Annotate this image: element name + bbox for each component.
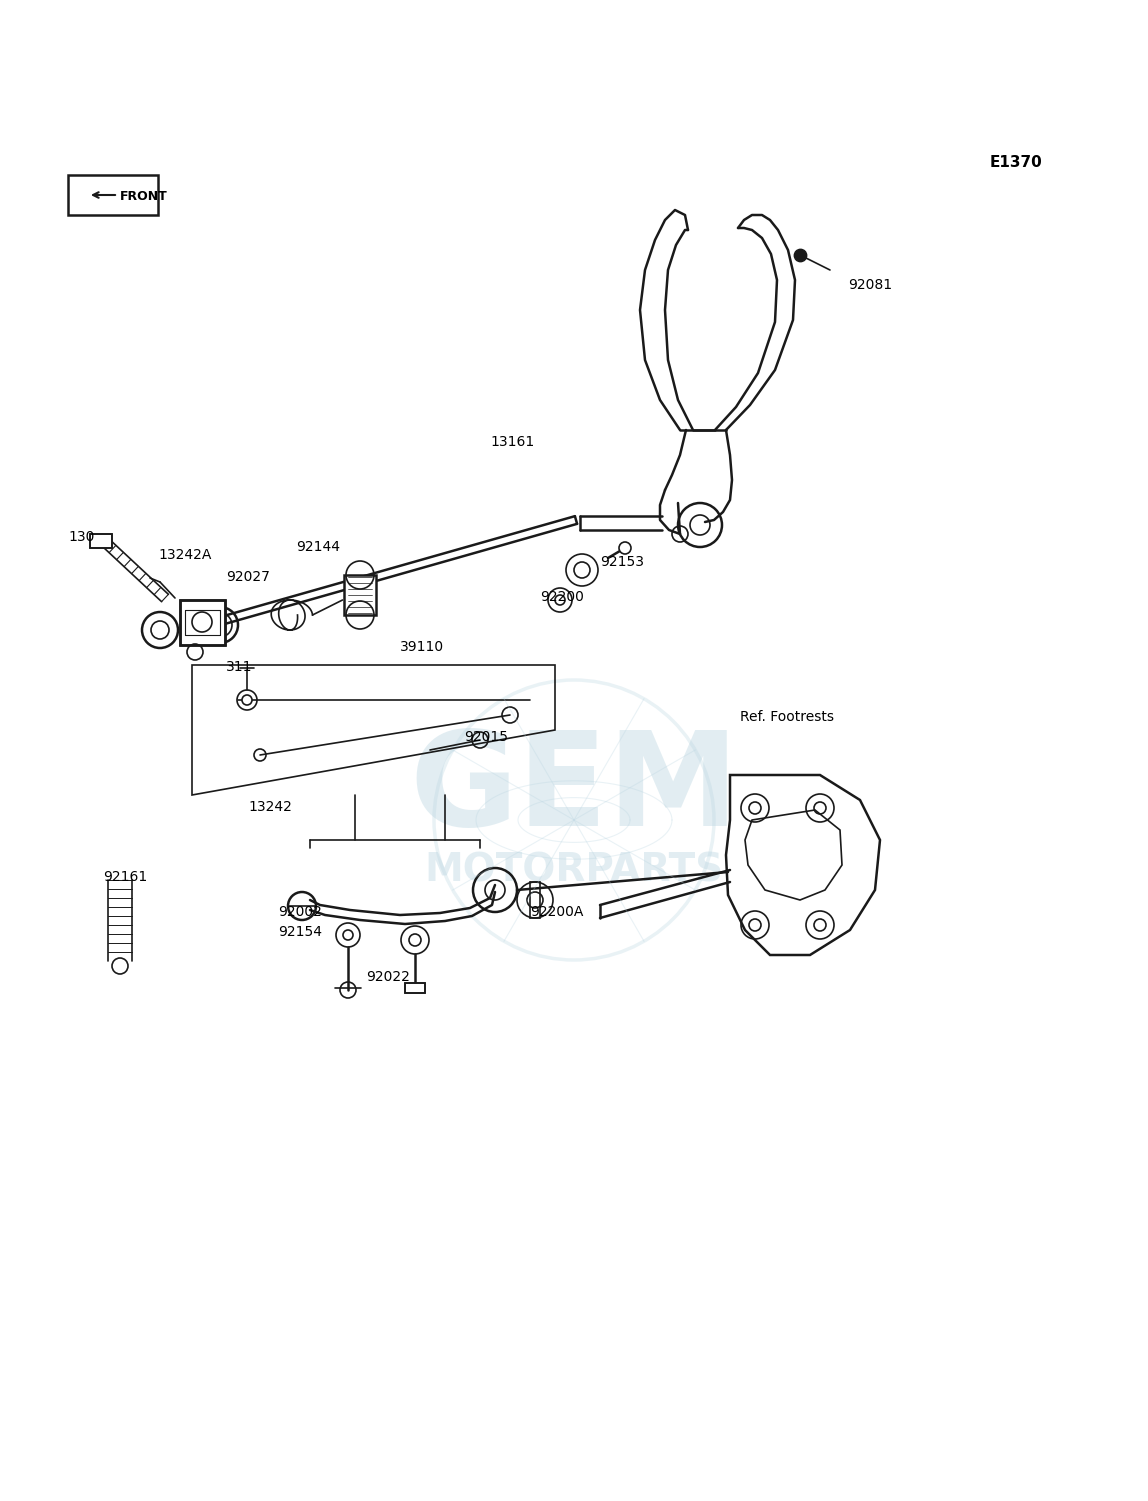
Text: 13242: 13242: [248, 800, 292, 814]
Text: 92161: 92161: [103, 871, 147, 884]
Text: 92200: 92200: [540, 590, 584, 603]
Text: 92081: 92081: [848, 278, 892, 293]
Text: 311: 311: [226, 660, 253, 674]
Text: GEM: GEM: [409, 726, 739, 854]
Bar: [405, 983, 425, 994]
Bar: [68, 176, 158, 215]
Polygon shape: [745, 811, 841, 901]
Text: Ref. Footrests: Ref. Footrests: [740, 710, 833, 723]
Text: FRONT: FRONT: [121, 189, 168, 203]
Text: 92015: 92015: [464, 729, 509, 744]
Text: 13242A: 13242A: [158, 548, 211, 561]
Text: 92002: 92002: [278, 905, 321, 919]
Bar: [180, 600, 225, 645]
Text: 92027: 92027: [226, 570, 270, 584]
Text: 92200A: 92200A: [530, 905, 583, 919]
Circle shape: [242, 695, 253, 705]
Text: 92022: 92022: [366, 970, 410, 985]
Text: 92144: 92144: [296, 540, 340, 554]
Polygon shape: [726, 775, 881, 955]
Point: [791, 243, 809, 267]
Text: 92154: 92154: [278, 925, 321, 940]
Text: 130: 130: [68, 530, 94, 543]
Text: MOTORPARTS: MOTORPARTS: [425, 851, 723, 889]
Bar: [90, 534, 113, 548]
Bar: [405, 983, 425, 994]
Text: 13161: 13161: [490, 435, 534, 449]
Text: 92153: 92153: [600, 555, 644, 569]
Bar: [180, 600, 225, 645]
Circle shape: [619, 542, 631, 554]
Text: 39110: 39110: [400, 639, 444, 654]
Bar: [344, 575, 377, 615]
Text: E1370: E1370: [990, 155, 1042, 170]
Bar: [90, 534, 113, 548]
